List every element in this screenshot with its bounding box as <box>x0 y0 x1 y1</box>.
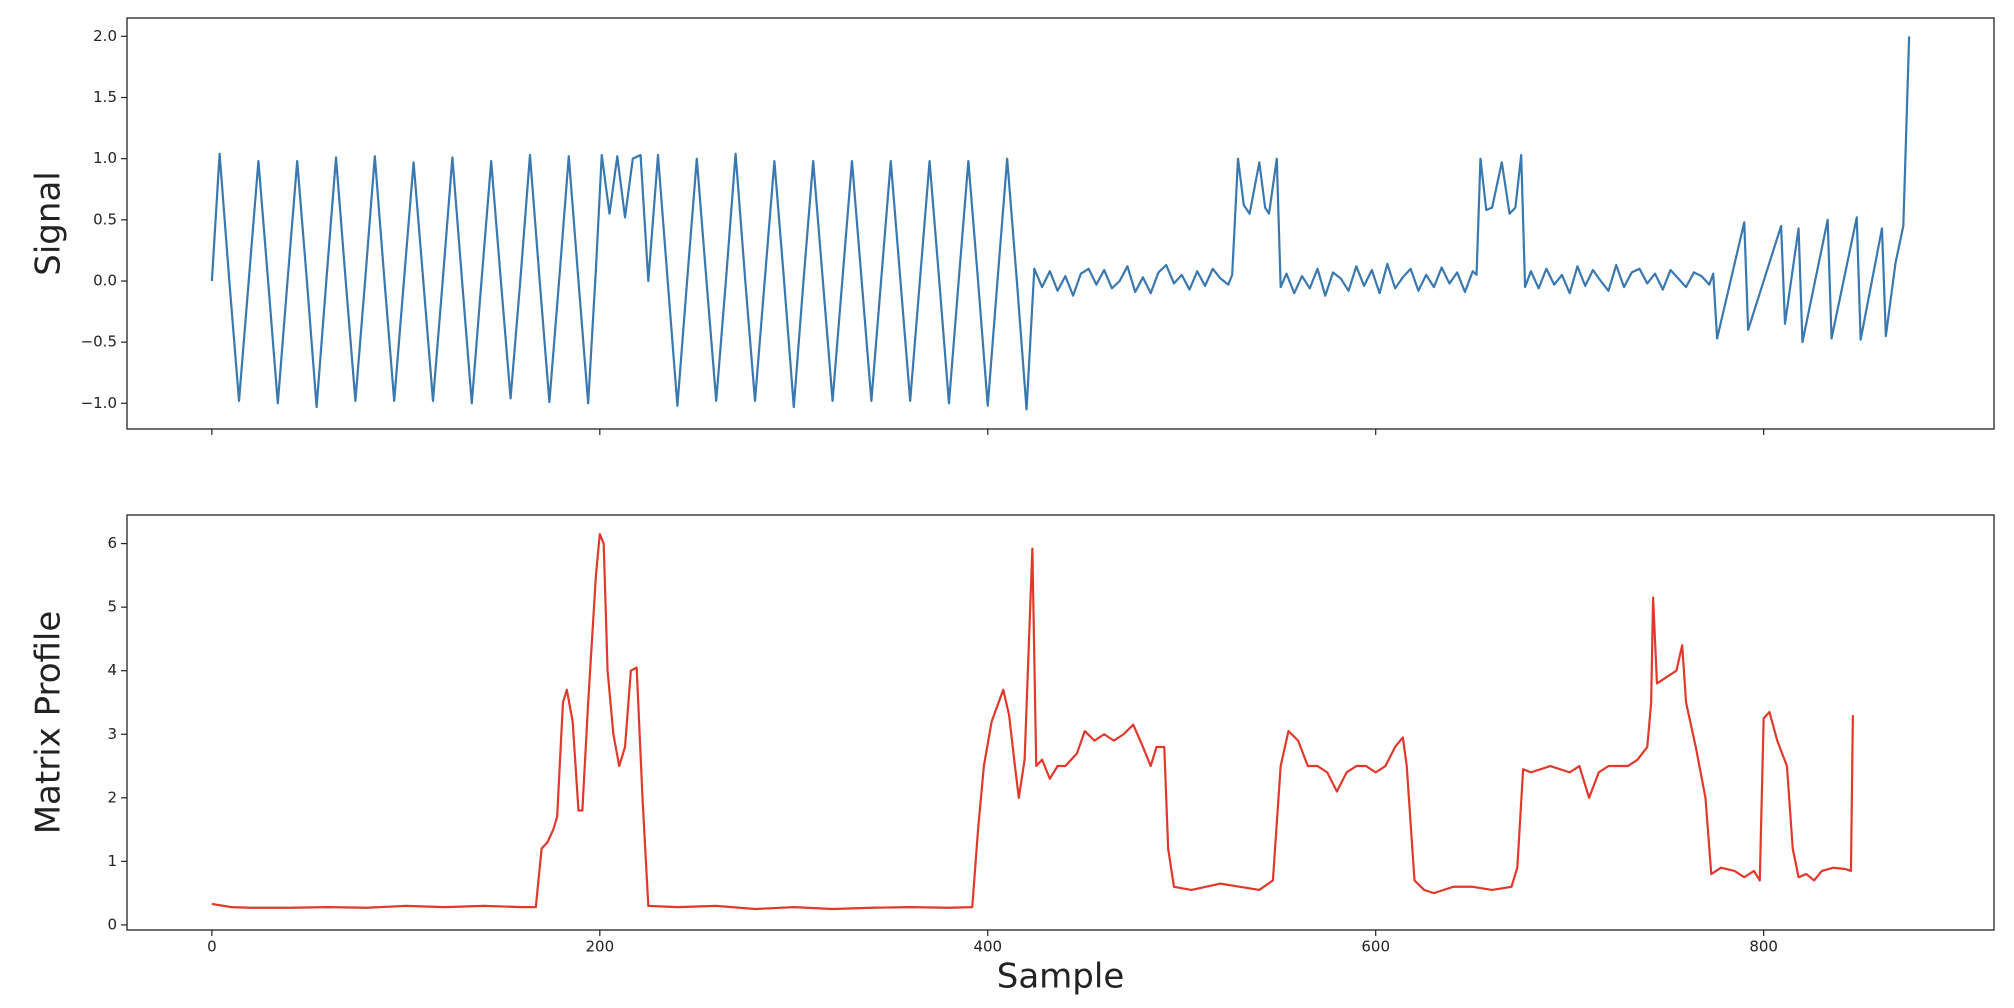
y-tick-label: 1.5 <box>93 88 117 106</box>
y-tick-label: 3 <box>107 725 117 743</box>
x-tick-label: 400 <box>973 938 1002 956</box>
line-series <box>210 36 1911 411</box>
axes-frame <box>126 514 1995 931</box>
x-tick-label: 0 <box>207 938 217 956</box>
y-tick-label: 2 <box>107 788 117 806</box>
y-tick-label: 4 <box>107 661 117 679</box>
y-tick-label: 0.0 <box>93 271 117 289</box>
y-tick-label: 6 <box>107 534 117 552</box>
y-axis-label: Signal <box>29 171 69 275</box>
x-tick-label: 800 <box>1749 938 1778 956</box>
axes-frame <box>126 17 1995 430</box>
y-tick-label: 2.0 <box>93 27 117 45</box>
y-tick-label: −1.0 <box>81 394 117 412</box>
x-tick-label: 200 <box>585 938 614 956</box>
y-tick-label: 1 <box>107 852 117 870</box>
y-tick-label: 0 <box>107 915 117 933</box>
y-tick-label: 5 <box>107 598 117 616</box>
line-series <box>211 532 1854 911</box>
y-tick-label: 0.5 <box>93 210 117 228</box>
y-axis-label: Matrix Profile <box>29 611 69 835</box>
y-tick-label: 1.0 <box>93 149 117 167</box>
y-tick-label: −0.5 <box>81 333 117 351</box>
x-tick-label: 600 <box>1361 938 1390 956</box>
x-axis-label: Sample <box>997 957 1124 997</box>
